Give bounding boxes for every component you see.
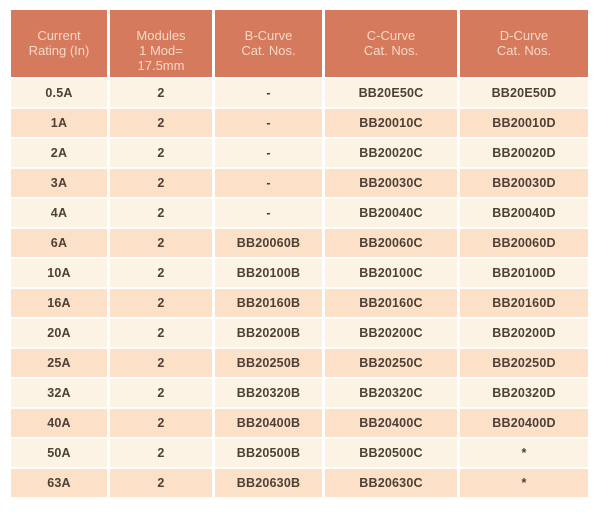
table-cell: 2 (110, 289, 212, 317)
table-cell: BB20320C (325, 379, 457, 407)
table-cell: BB20500B (215, 439, 322, 467)
table-cell: BB20250B (215, 349, 322, 377)
table-cell: 3A (11, 169, 107, 197)
table-cell: BB20250C (325, 349, 457, 377)
table-cell: BB20160C (325, 289, 457, 317)
table-cell: 16A (11, 289, 107, 317)
table-cell: BB20630C (325, 469, 457, 497)
table-cell: BB20200C (325, 319, 457, 347)
table-cell: 2 (110, 319, 212, 347)
table-cell: * (460, 439, 588, 467)
table-cell: BB20630B (215, 469, 322, 497)
table-cell: BB20250D (460, 349, 588, 377)
table-cell: BB20040C (325, 199, 457, 227)
table-cell: 2 (110, 229, 212, 257)
table-cell: - (215, 79, 322, 107)
table-cell: BB20060D (460, 229, 588, 257)
table-cell: 10A (11, 259, 107, 287)
table-cell: 2 (110, 109, 212, 137)
table-cell: 40A (11, 409, 107, 437)
table-cell: BB20100B (215, 259, 322, 287)
column-header-c-curve: C-Curve Cat. Nos. (325, 10, 457, 77)
table-cell: 0.5A (11, 79, 107, 107)
table-cell: BB20010C (325, 109, 457, 137)
table-cell: 25A (11, 349, 107, 377)
table-cell: BB20E50C (325, 79, 457, 107)
table-cell: BB20100C (325, 259, 457, 287)
table-cell: BB20030D (460, 169, 588, 197)
table-cell: 2 (110, 139, 212, 167)
table-cell: BB20320B (215, 379, 322, 407)
table-cell: BB20160D (460, 289, 588, 317)
table-cell: BB20060C (325, 229, 457, 257)
table-cell: BB20020D (460, 139, 588, 167)
table-cell: BB20500C (325, 439, 457, 467)
table-cell: BB20320D (460, 379, 588, 407)
table-cell: - (215, 109, 322, 137)
table-cell: BB20E50D (460, 79, 588, 107)
table-cell: 2 (110, 469, 212, 497)
table-cell: BB20030C (325, 169, 457, 197)
table-cell: 32A (11, 379, 107, 407)
table-cell: BB20010D (460, 109, 588, 137)
table-cell: BB20200B (215, 319, 322, 347)
table-cell: 50A (11, 439, 107, 467)
table-cell: 2 (110, 409, 212, 437)
table-cell: BB20400D (460, 409, 588, 437)
column-header-modules: Modules 1 Mod= 17.5mm (110, 10, 212, 77)
table-cell: 2 (110, 169, 212, 197)
table-cell: 1A (11, 109, 107, 137)
table-cell: BB20160B (215, 289, 322, 317)
table-cell: 2 (110, 439, 212, 467)
table-cell: 2 (110, 199, 212, 227)
table-cell: - (215, 139, 322, 167)
table-cell: BB20020C (325, 139, 457, 167)
table-cell: BB20040D (460, 199, 588, 227)
table-cell: 4A (11, 199, 107, 227)
table-cell: BB20060B (215, 229, 322, 257)
table-cell: 2 (110, 259, 212, 287)
table-cell: 63A (11, 469, 107, 497)
table-cell: 2 (110, 79, 212, 107)
column-header-d-curve: D-Curve Cat. Nos. (460, 10, 588, 77)
catalog-table: Current Rating (In) Modules 1 Mod= 17.5m… (11, 10, 588, 497)
table-cell: - (215, 199, 322, 227)
table-cell: 2 (110, 379, 212, 407)
column-header-b-curve: B-Curve Cat. Nos. (215, 10, 322, 77)
column-header-current-rating: Current Rating (In) (11, 10, 107, 77)
table-cell: 20A (11, 319, 107, 347)
table-cell: 2A (11, 139, 107, 167)
table-cell: BB20400C (325, 409, 457, 437)
table-cell: 6A (11, 229, 107, 257)
table-cell: - (215, 169, 322, 197)
table-grid: Current Rating (In) Modules 1 Mod= 17.5m… (11, 10, 588, 497)
table-cell: BB20100D (460, 259, 588, 287)
table-cell: * (460, 469, 588, 497)
table-cell: BB20200D (460, 319, 588, 347)
table-cell: 2 (110, 349, 212, 377)
table-cell: BB20400B (215, 409, 322, 437)
